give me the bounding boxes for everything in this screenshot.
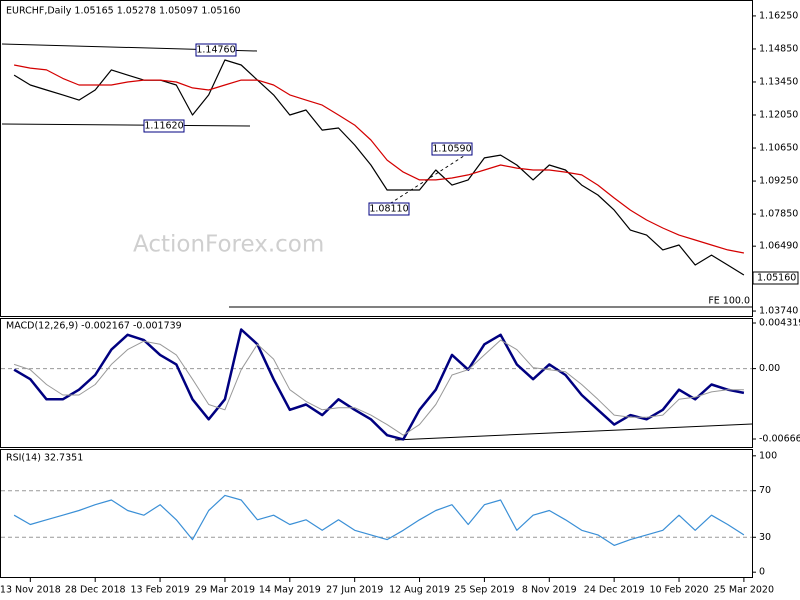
- y-tick-label: 1.10650: [759, 143, 798, 154]
- annotation: 1.11620: [144, 121, 183, 132]
- series-line: [13, 339, 744, 436]
- y-tick-label: 30: [759, 532, 771, 543]
- y-tick-label: 70: [759, 485, 771, 496]
- y-tick-label: 1.14850: [759, 43, 798, 54]
- macd-panel: [0, 318, 753, 448]
- y-tick-label: 1.13450: [759, 76, 798, 87]
- series-line: [13, 64, 745, 254]
- y-tick-label: 0: [759, 567, 765, 578]
- y-tick-label: 0.00: [759, 363, 780, 374]
- annotation: FE 100.0: [708, 296, 750, 307]
- x-tick-label: 25 Sep 2019: [454, 585, 514, 596]
- x-tick-label: 29 Mar 2019: [195, 585, 255, 596]
- price-panel: [0, 0, 753, 317]
- macd-trend-line: [394, 423, 753, 441]
- y-tick-label: 1.12050: [759, 110, 798, 121]
- y-tick-label: 1.09250: [759, 176, 798, 187]
- x-tick-label: 12 Aug 2019: [389, 585, 450, 596]
- x-tick-label: 28 Dec 2018: [65, 585, 126, 596]
- annotation: 1.08110: [369, 204, 408, 215]
- y-tick-label: 100: [759, 450, 777, 461]
- price-title: EURCHF,Daily 1.05165 1.05278 1.05097 1.0…: [6, 6, 241, 17]
- y-tick-label: -0.006663: [759, 434, 800, 445]
- annotation: 1.14760: [196, 45, 235, 56]
- rsi-panel: [0, 449, 753, 578]
- x-tick-label: 14 May 2019: [259, 585, 321, 596]
- x-tick-label: 25 Mar 2020: [714, 585, 774, 596]
- x-tick-label: 10 Feb 2020: [649, 585, 708, 596]
- annotation-box: [368, 202, 410, 216]
- y-tick-label: 1.06490: [759, 241, 798, 252]
- y-tick-label: 1.03740: [759, 306, 798, 317]
- y-tick-label: 1.16250: [759, 10, 798, 21]
- annotation-box: [195, 43, 237, 57]
- y-tick-label: 1.07850: [759, 209, 798, 220]
- last-price-box: [752, 271, 799, 285]
- macd-title: MACD(12,26,9) -0.002167 -0.001739: [6, 321, 182, 332]
- annotation-box: [143, 119, 185, 133]
- x-tick-label: 13 Feb 2019: [131, 585, 190, 596]
- annotation: 1.10590: [432, 144, 471, 155]
- x-tick-label: 27 Jun 2019: [326, 585, 383, 596]
- y-tick-label: 0.004319: [759, 317, 800, 328]
- x-tick-label: 24 Dec 2019: [584, 585, 645, 596]
- series-line: [13, 494, 745, 546]
- annotation-box: [431, 142, 473, 156]
- series-line: [13, 328, 745, 441]
- series-line: [13, 59, 745, 276]
- watermark: ActionForex.com: [133, 232, 324, 258]
- last-price: 1.05160: [757, 273, 796, 284]
- rsi-title: RSI(14) 32.7351: [6, 453, 83, 464]
- trend-line: [1, 123, 251, 127]
- x-tick-label: 13 Nov 2018: [0, 585, 61, 596]
- x-tick-label: 8 Nov 2019: [522, 585, 577, 596]
